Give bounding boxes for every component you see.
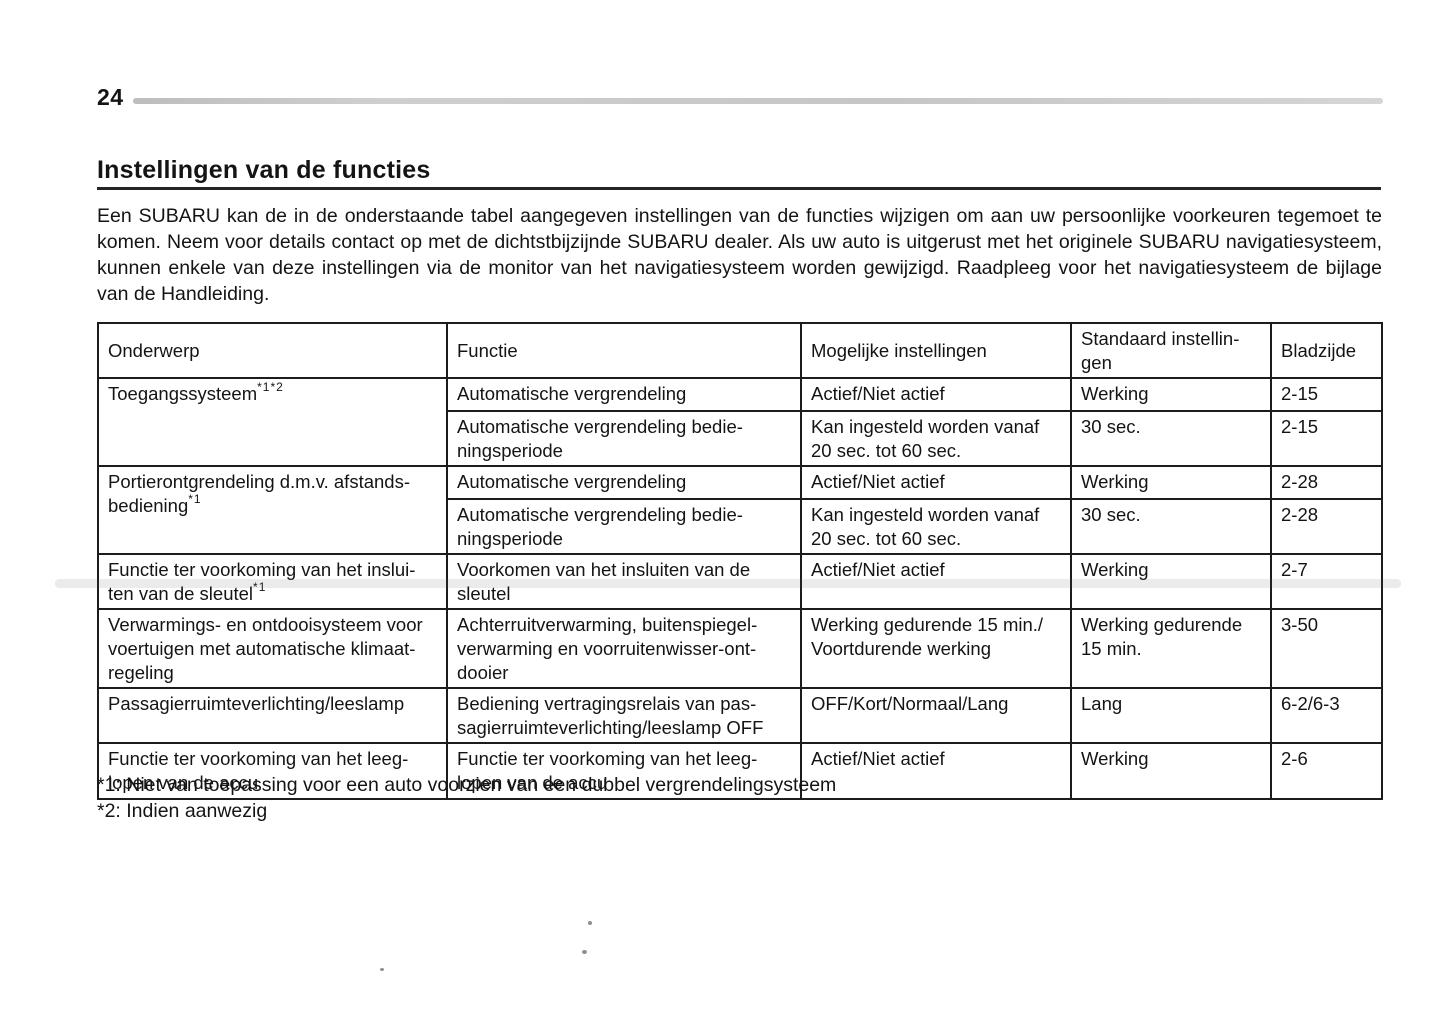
cell-bladzijde: 2-6 bbox=[1270, 742, 1383, 800]
cell-bladzijde: 2-28 bbox=[1270, 465, 1383, 500]
footnote-1: *1: Niet van toepassing voor een auto vo… bbox=[97, 774, 837, 796]
column-header-standaard-instellingen: Standaard instellin- gen bbox=[1070, 322, 1272, 379]
footnote-marker: *1*2 bbox=[257, 379, 284, 394]
cell-mogelijke-instellingen: Actief/Niet actief bbox=[800, 742, 1072, 800]
page-number: 24 bbox=[97, 84, 124, 110]
cell-onderwerp: Toegangssysteem*1*2 bbox=[97, 377, 448, 467]
cell-standaard-instelling: Werking bbox=[1070, 742, 1272, 800]
table-header-row: Onderwerp Functie Mogelijke instellingen… bbox=[97, 322, 1383, 379]
cell-onderwerp: Passagierruimteverlichting/leeslamp bbox=[97, 687, 448, 744]
cell-functie: Bediening vertragingsrelais van pas- sag… bbox=[446, 687, 802, 744]
cell-onderwerp: Functie ter voorkoming van het inslui- t… bbox=[97, 553, 448, 610]
cell-text: Functie ter voorkoming van het inslui- t… bbox=[108, 559, 416, 604]
cell-mogelijke-instellingen: Kan ingesteld worden vanaf 20 sec. tot 6… bbox=[800, 410, 1072, 467]
section-title-underline bbox=[97, 187, 1381, 190]
table-row: Verwarmings- en ontdooisysteem voor voer… bbox=[97, 608, 1383, 689]
scan-speck bbox=[380, 968, 384, 971]
footnote-2: *2: Indien aanwezig bbox=[97, 800, 268, 822]
cell-standaard-instelling: 30 sec. bbox=[1070, 410, 1272, 467]
footnote-marker: *1 bbox=[188, 491, 202, 506]
cell-bladzijde: 2-15 bbox=[1270, 377, 1383, 412]
settings-table: Onderwerp Functie Mogelijke instellingen… bbox=[97, 322, 1383, 800]
cell-bladzijde: 6-2/6-3 bbox=[1270, 687, 1383, 744]
intro-paragraph: Een SUBARU kan de in de onderstaande tab… bbox=[97, 205, 1382, 305]
cell-functie: Automatische vergrendeling bbox=[446, 377, 802, 412]
column-header-onderwerp: Onderwerp bbox=[97, 322, 448, 379]
cell-standaard-instelling: 30 sec. bbox=[1070, 498, 1272, 555]
cell-standaard-instelling: Werking gedurende 15 min. bbox=[1070, 608, 1272, 689]
scan-speck bbox=[582, 950, 587, 954]
cell-onderwerp: Portierontgrendeling d.m.v. afstands- be… bbox=[97, 465, 448, 555]
cell-mogelijke-instellingen: Werking gedurende 15 min./ Voortdurende … bbox=[800, 608, 1072, 689]
footnotes: *1: Niet van toepassing voor een auto vo… bbox=[97, 772, 836, 824]
table-row: Toegangssysteem*1*2 Automatische vergren… bbox=[97, 377, 1383, 467]
table-row: Functie ter voorkoming van het inslui- t… bbox=[97, 553, 1383, 610]
scan-speck bbox=[588, 921, 592, 925]
cell-standaard-instelling: Werking bbox=[1070, 465, 1272, 500]
column-header-bladzijde: Bladzijde bbox=[1270, 322, 1383, 379]
cell-functie: Automatische vergrendeling bedie- ningsp… bbox=[446, 498, 802, 555]
cell-onderwerp: Functie ter voorkoming van het leeg- lop… bbox=[97, 742, 448, 800]
cell-text: Toegangssysteem bbox=[108, 383, 258, 404]
column-header-mogelijke-instellingen: Mogelijke instellingen bbox=[800, 322, 1072, 379]
cell-functie: Achterruitverwarming, buitenspiegel- ver… bbox=[446, 608, 802, 689]
cell-bladzijde: 3-50 bbox=[1270, 608, 1383, 689]
column-header-functie: Functie bbox=[446, 322, 802, 379]
cell-functie: Functie ter voorkoming van het leeg- lop… bbox=[446, 742, 802, 800]
header-rule bbox=[133, 98, 1383, 104]
footnote-marker: *1 bbox=[253, 579, 267, 594]
cell-standaard-instelling: Lang bbox=[1070, 687, 1272, 744]
cell-functie: Automatische vergrendeling bedie- ningsp… bbox=[446, 410, 802, 467]
cell-text: Portierontgrendeling d.m.v. afstands- be… bbox=[108, 471, 410, 516]
cell-mogelijke-instellingen: Kan ingesteld worden vanaf 20 sec. tot 6… bbox=[800, 498, 1072, 555]
table-row: Automatische vergrendeling bedie- ningsp… bbox=[98, 410, 1383, 467]
table-row: Passagierruimteverlichting/leeslamp Bedi… bbox=[97, 687, 1383, 744]
scan-artifact-band bbox=[55, 579, 1401, 588]
cell-standaard-instelling: Werking bbox=[1070, 553, 1272, 610]
cell-onderwerp: Verwarmings- en ontdooisysteem voor voer… bbox=[97, 608, 448, 689]
cell-mogelijke-instellingen: Actief/Niet actief bbox=[800, 553, 1072, 610]
cell-bladzijde: 2-7 bbox=[1270, 553, 1383, 610]
cell-functie: Automatische vergrendeling bbox=[446, 465, 802, 500]
table-row: Portierontgrendeling d.m.v. afstands- be… bbox=[97, 465, 1383, 555]
cell-standaard-instelling: Werking bbox=[1070, 377, 1272, 412]
cell-bladzijde: 2-15 bbox=[1270, 410, 1383, 467]
cell-mogelijke-instellingen: OFF/Kort/Normaal/Lang bbox=[800, 687, 1072, 744]
table-row: Functie ter voorkoming van het leeg- lop… bbox=[97, 742, 1383, 800]
cell-functie: Voorkomen van het insluiten van de sleut… bbox=[446, 553, 802, 610]
cell-mogelijke-instellingen: Actief/Niet actief bbox=[800, 377, 1072, 412]
cell-mogelijke-instellingen: Actief/Niet actief bbox=[800, 465, 1072, 500]
table-row: Automatische vergrendeling bedie- ningsp… bbox=[98, 498, 1383, 555]
cell-bladzijde: 2-28 bbox=[1270, 498, 1383, 555]
section-title: Instellingen van de functies bbox=[97, 156, 431, 184]
